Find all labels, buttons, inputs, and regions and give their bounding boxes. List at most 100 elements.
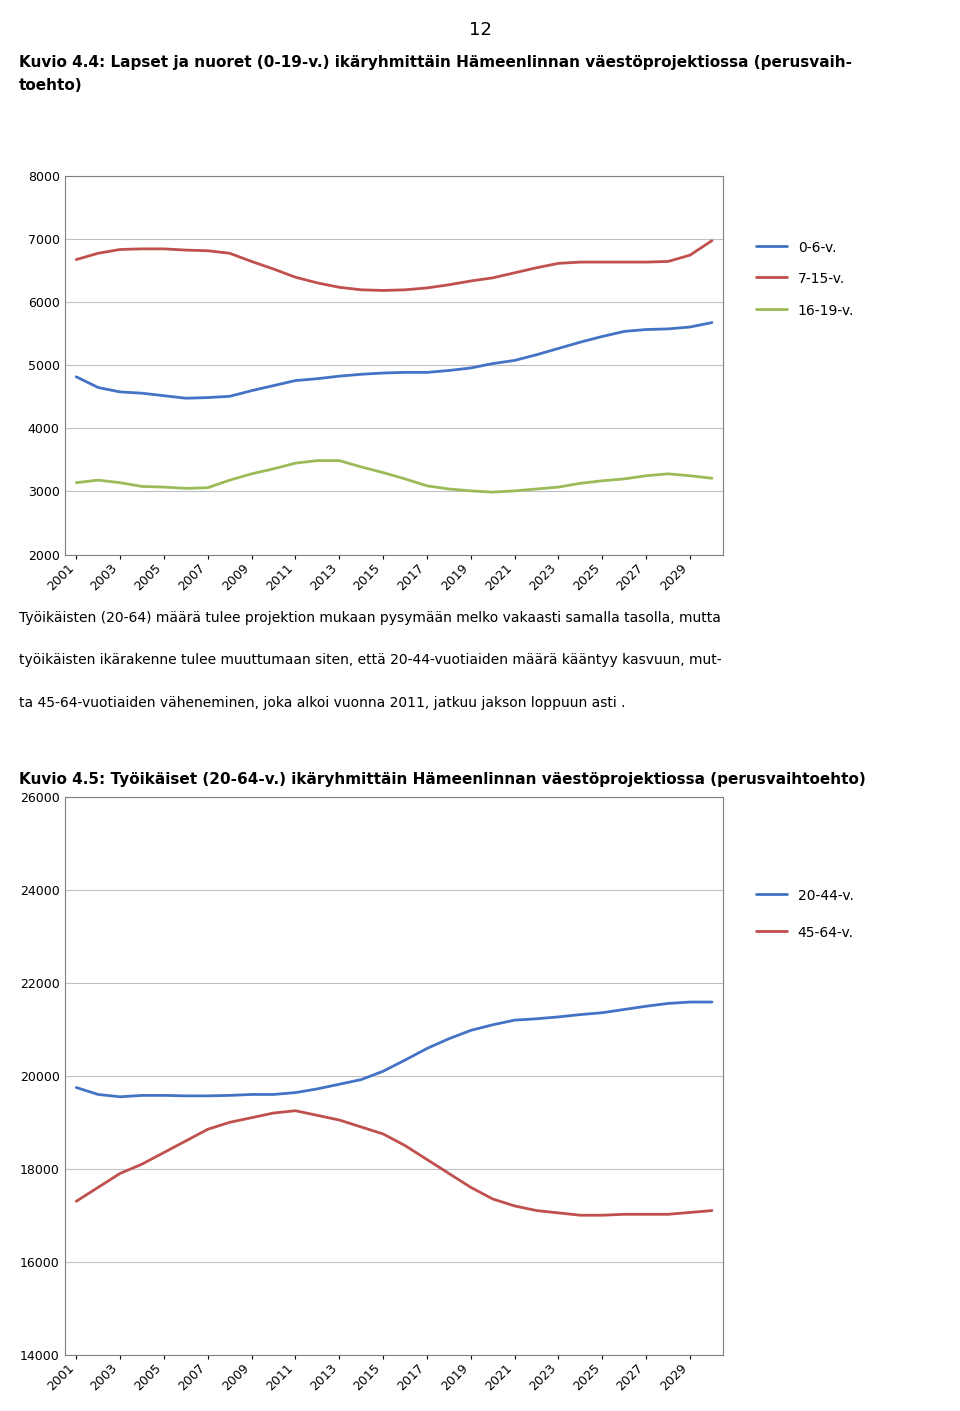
7-15-v. (158, 240, 170, 257)
Text: 12: 12 (468, 21, 492, 40)
7-15-v. (355, 281, 367, 298)
0-6-v. (444, 363, 455, 380)
45-64-v. (618, 1206, 630, 1223)
45-64-v. (575, 1206, 587, 1223)
16-19-v. (333, 452, 345, 468)
7-15-v. (333, 279, 345, 296)
45-64-v. (333, 1112, 345, 1129)
45-64-v. (377, 1126, 389, 1143)
0-6-v. (268, 377, 279, 394)
45-64-v. (180, 1133, 192, 1150)
20-44-v. (92, 1086, 104, 1103)
20-44-v. (487, 1016, 498, 1033)
0-6-v. (92, 380, 104, 396)
0-6-v. (596, 327, 608, 344)
16-19-v. (290, 454, 301, 471)
0-6-v. (662, 320, 674, 337)
16-19-v. (180, 480, 192, 497)
16-19-v. (92, 471, 104, 488)
Line: 7-15-v.: 7-15-v. (76, 241, 712, 291)
7-15-v. (575, 254, 587, 271)
45-64-v. (202, 1120, 213, 1137)
45-64-v. (487, 1191, 498, 1208)
45-64-v. (640, 1206, 652, 1223)
0-6-v. (377, 364, 389, 381)
0-6-v. (312, 370, 324, 387)
0-6-v. (114, 384, 126, 401)
16-19-v. (312, 452, 324, 468)
7-15-v. (596, 254, 608, 271)
0-6-v. (684, 319, 696, 336)
7-15-v. (377, 282, 389, 299)
0-6-v. (618, 323, 630, 340)
0-6-v. (355, 365, 367, 382)
45-64-v. (158, 1144, 170, 1161)
20-44-v. (355, 1071, 367, 1088)
20-44-v. (268, 1086, 279, 1103)
7-15-v. (136, 240, 148, 257)
16-19-v. (421, 477, 433, 494)
7-15-v. (618, 254, 630, 271)
16-19-v. (487, 484, 498, 501)
20-44-v. (531, 1010, 542, 1027)
Text: työikäisten ikärakenne tulee muuttumaan siten, että 20-44-vuotiaiden määrä käänt: työikäisten ikärakenne tulee muuttumaan … (19, 653, 722, 667)
16-19-v. (684, 467, 696, 484)
16-19-v. (707, 470, 718, 487)
20-44-v. (136, 1086, 148, 1103)
0-6-v. (158, 387, 170, 404)
7-15-v. (640, 254, 652, 271)
20-44-v. (290, 1084, 301, 1101)
7-15-v. (531, 260, 542, 277)
45-64-v. (421, 1151, 433, 1168)
45-64-v. (684, 1204, 696, 1221)
20-44-v. (596, 1005, 608, 1022)
0-6-v. (553, 340, 564, 357)
7-15-v. (421, 279, 433, 296)
45-64-v. (268, 1105, 279, 1122)
45-64-v. (399, 1137, 411, 1154)
0-6-v. (399, 364, 411, 381)
16-19-v. (575, 476, 587, 492)
16-19-v. (531, 481, 542, 498)
20-44-v. (377, 1062, 389, 1079)
16-19-v. (202, 480, 213, 497)
20-44-v. (662, 995, 674, 1012)
20-44-v. (465, 1022, 476, 1038)
45-64-v. (553, 1205, 564, 1222)
0-6-v. (180, 389, 192, 406)
45-64-v. (444, 1165, 455, 1182)
7-15-v. (224, 244, 235, 261)
0-6-v. (136, 385, 148, 402)
0-6-v. (224, 388, 235, 405)
16-19-v. (114, 474, 126, 491)
20-44-v. (224, 1086, 235, 1103)
20-44-v. (70, 1079, 82, 1096)
45-64-v. (509, 1198, 520, 1215)
20-44-v. (202, 1088, 213, 1105)
0-6-v. (246, 382, 257, 399)
7-15-v. (684, 247, 696, 264)
Text: ta 45-64-vuotiaiden väheneminen, joka alkoi vuonna 2011, jatkuu jakson loppuun a: ta 45-64-vuotiaiden väheneminen, joka al… (19, 696, 626, 710)
20-44-v. (684, 993, 696, 1010)
7-15-v. (707, 233, 718, 250)
16-19-v. (70, 474, 82, 491)
Legend: 20-44-v., 45-64-v.: 20-44-v., 45-64-v. (756, 888, 853, 940)
45-64-v. (596, 1206, 608, 1223)
Text: toehto): toehto) (19, 78, 83, 93)
16-19-v. (640, 467, 652, 484)
0-6-v. (575, 333, 587, 350)
45-64-v. (224, 1113, 235, 1130)
7-15-v. (444, 277, 455, 293)
45-64-v. (465, 1178, 476, 1195)
0-6-v. (465, 360, 476, 377)
Text: Kuvio 4.4: Lapset ja nuoret (0-19-v.) ikäryhmittäin Hämeenlinnan väestöprojektio: Kuvio 4.4: Lapset ja nuoret (0-19-v.) ik… (19, 55, 852, 71)
Line: 45-64-v.: 45-64-v. (76, 1110, 712, 1215)
45-64-v. (290, 1102, 301, 1119)
20-44-v. (246, 1086, 257, 1103)
0-6-v. (290, 373, 301, 389)
45-64-v. (246, 1109, 257, 1126)
45-64-v. (136, 1156, 148, 1173)
Line: 0-6-v.: 0-6-v. (76, 323, 712, 398)
7-15-v. (399, 281, 411, 298)
20-44-v. (333, 1075, 345, 1092)
